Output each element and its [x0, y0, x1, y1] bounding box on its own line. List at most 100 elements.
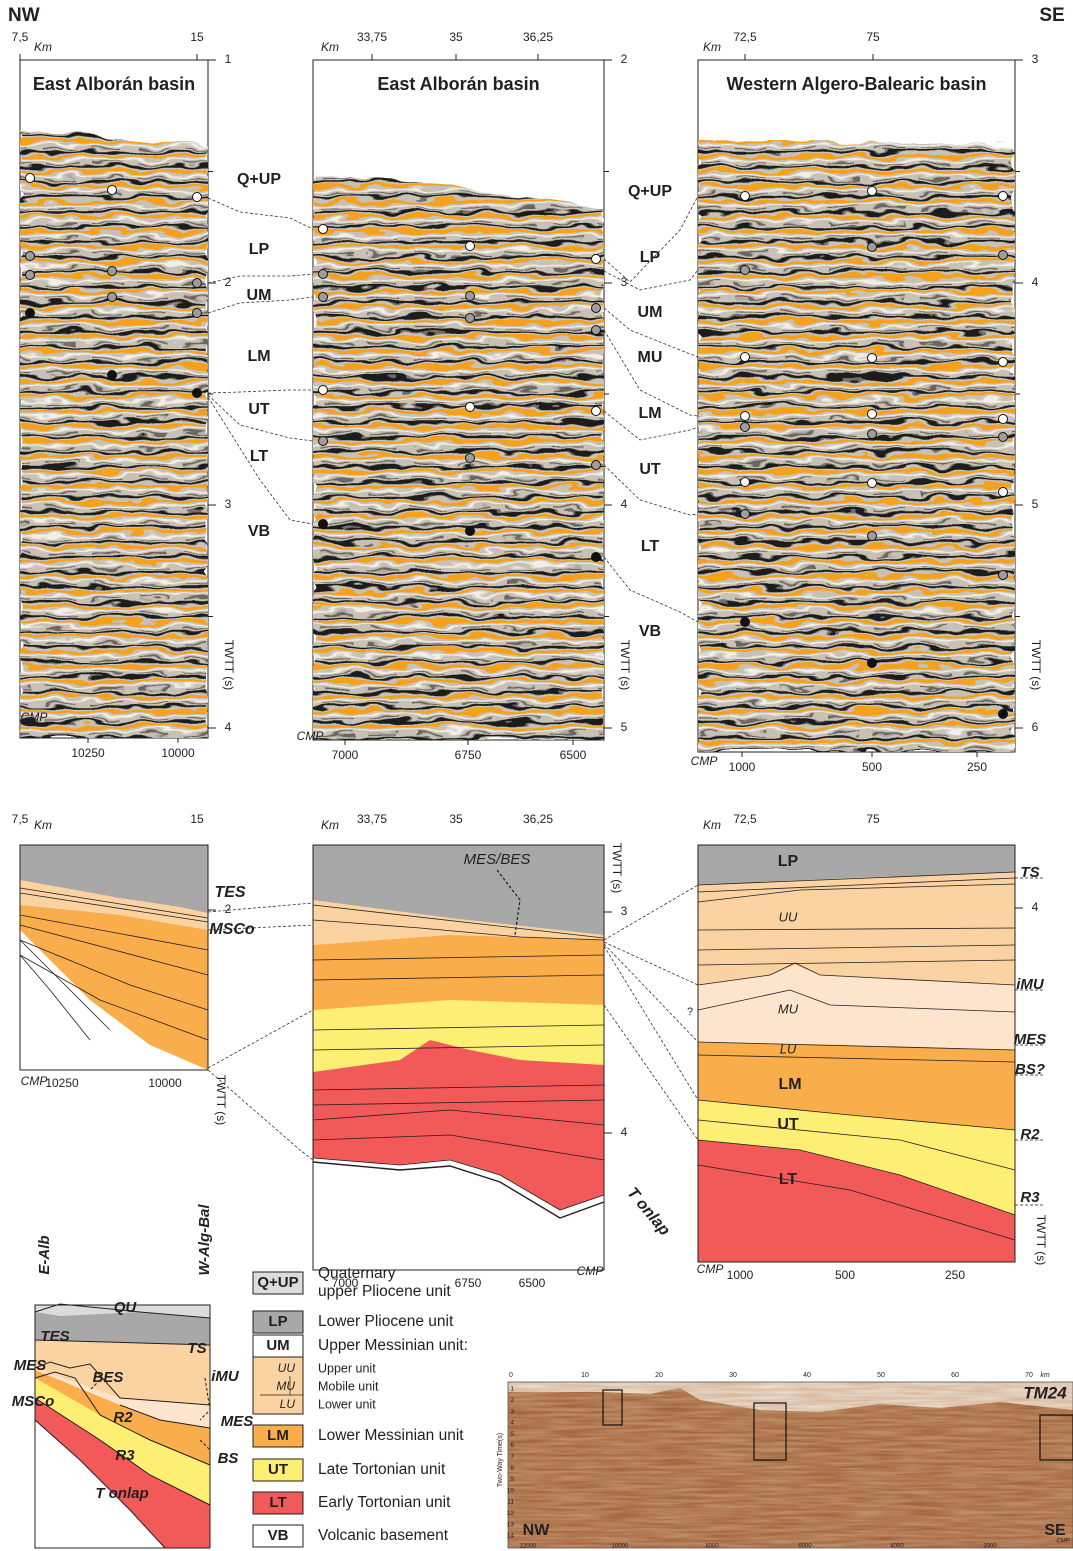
horizon-marker — [192, 192, 202, 202]
reflector — [697, 959, 1016, 966]
horizon-marker — [591, 552, 601, 562]
panel-title: East Alborán basin — [377, 74, 539, 94]
cmp-tick-label: 250 — [967, 760, 987, 774]
twtt-tick-label: 3 — [510, 1408, 514, 1415]
legend-label: Lower Pliocene unit — [318, 1313, 454, 1330]
twtt-tick-label: 4 — [1032, 900, 1039, 914]
km-tick-label: 7,5 — [12, 812, 29, 826]
unit-label: UT — [777, 1116, 799, 1133]
connector — [207, 924, 314, 931]
horizon-marker — [192, 308, 202, 318]
unit-label: LT — [250, 448, 269, 465]
legend-label: Volcanic basement — [318, 1527, 449, 1544]
legend-code: Q+UP — [257, 1274, 298, 1291]
km-tick-label: 72,5 — [733, 812, 757, 826]
legend-sublabel: Upper unit — [318, 1361, 376, 1375]
horizon-marker — [25, 270, 35, 280]
seismic-image — [313, 175, 604, 740]
cmp-tick-label: 2000 — [983, 1544, 997, 1550]
cmp-label: CMP — [697, 1262, 724, 1276]
km-unit: Km — [703, 818, 721, 832]
connector — [603, 884, 699, 941]
horizon-label: QU — [114, 1299, 138, 1316]
reflector — [312, 904, 605, 939]
twtt-label: TWTT (s) — [214, 1075, 228, 1125]
reflector — [312, 974, 605, 981]
background-layer — [19, 54, 1073, 1549]
panel-title: East Alborán basin — [33, 74, 195, 94]
reflector — [312, 954, 605, 961]
horizon-marker — [867, 658, 877, 668]
horizon-marker — [465, 291, 475, 301]
cmp-tick-label: 10000 — [612, 1544, 629, 1550]
horizon-marker — [591, 406, 601, 416]
unit-label: UM — [247, 287, 272, 304]
horizon-marker — [107, 185, 117, 195]
connector — [207, 273, 314, 284]
connector — [603, 195, 699, 283]
horizon-marker — [591, 303, 601, 313]
horizon-marker — [867, 242, 877, 252]
reflector — [697, 989, 1016, 1013]
reflector — [697, 944, 1016, 951]
unit-label: LT — [641, 538, 660, 555]
horizon-marker — [998, 487, 1008, 497]
twtt-tick-label: 1 — [225, 52, 232, 66]
reflector — [312, 1044, 605, 1051]
horizon-marker — [998, 432, 1008, 442]
legend-swatch — [252, 1424, 304, 1448]
unit-label: Q+UP — [628, 183, 672, 200]
legend-code: LP — [268, 1313, 287, 1330]
arrow — [199, 1377, 211, 1421]
km-tick-label: 72,5 — [733, 30, 757, 44]
twtt-tick-label: 4 — [225, 720, 232, 734]
twtt-tick-label: 7 — [510, 1454, 514, 1461]
reflector — [19, 924, 209, 976]
cmp-label: CMP — [21, 710, 48, 724]
horizon-marker — [740, 509, 750, 519]
seismic-image — [698, 140, 1015, 752]
reflector — [312, 1109, 605, 1126]
horizon — [119, 1404, 211, 1429]
cmp-label: CMP — [1056, 1539, 1069, 1545]
horizon-label: TES — [40, 1328, 69, 1345]
horizon-marker — [867, 531, 877, 541]
twtt-label: TWTT (s) — [1029, 640, 1043, 690]
reflector — [19, 892, 209, 923]
end-label: NW — [523, 1522, 551, 1539]
horizon — [34, 1339, 211, 1346]
horizon-label: BS — [218, 1450, 239, 1467]
connector — [207, 389, 313, 394]
twtt-tick-label: 11 — [507, 1499, 514, 1506]
connector — [603, 329, 699, 417]
connector — [603, 941, 699, 986]
unit-label: UU — [779, 909, 798, 924]
schematic-frame — [34, 1304, 211, 1549]
km-tick-label: 33,75 — [357, 30, 387, 44]
unit-vb — [35, 1420, 165, 1548]
horizon-label: MSCo — [12, 1393, 55, 1410]
profile-window — [602, 1389, 623, 1426]
cmp-label: CMP — [577, 1264, 604, 1278]
horizon-marker — [867, 429, 877, 439]
legend-code: UT — [268, 1461, 288, 1478]
connector — [603, 269, 699, 291]
legend-label: Early Tortonian unit — [318, 1494, 451, 1511]
legend-code: LT — [269, 1494, 286, 1511]
unit-label: MU — [778, 1001, 799, 1016]
legend-label: Upper Messinian unit: — [318, 1337, 468, 1354]
cmp-tick-label: 10250 — [71, 746, 105, 760]
twtt-tick-label: 3 — [1032, 52, 1039, 66]
horizon-marker — [998, 414, 1008, 424]
legend-code: LM — [267, 1427, 289, 1444]
twtt-tick-label: 14 — [507, 1533, 515, 1540]
twtt-tick-label: 4 — [621, 1125, 628, 1139]
unit-label: MU — [638, 349, 663, 366]
horizon-marker — [740, 422, 750, 432]
twtt-tick-label: 2 — [225, 275, 232, 289]
km-tick-label: 15 — [190, 812, 204, 826]
twtt-label: Two-Way Time(s) — [497, 1433, 504, 1487]
horizon-marker — [998, 570, 1008, 580]
arrow — [89, 1379, 101, 1391]
